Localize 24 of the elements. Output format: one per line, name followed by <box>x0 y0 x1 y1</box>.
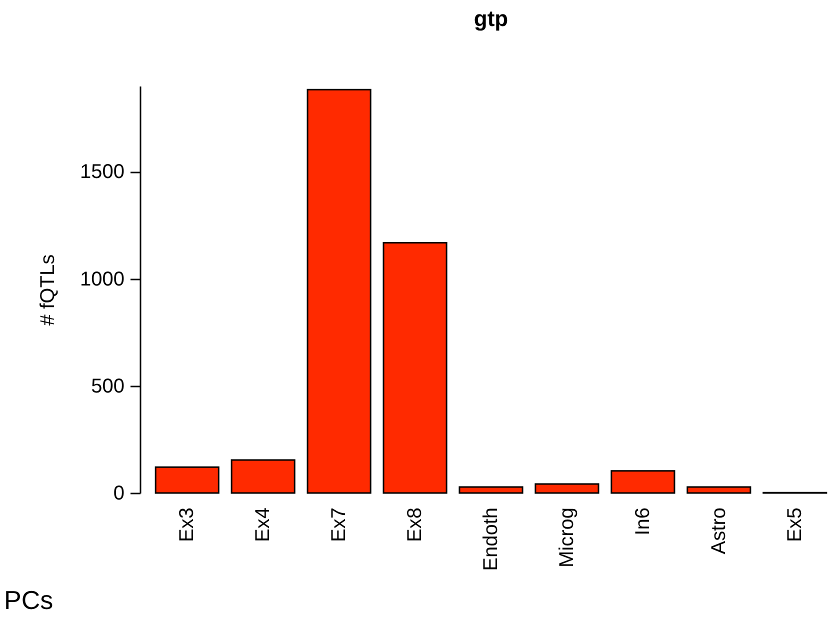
bar <box>382 242 448 494</box>
y-tick-label: 0 <box>113 482 124 504</box>
y-tick-label: 500 <box>91 375 124 398</box>
x-tick-label: Ex7 <box>328 508 350 542</box>
x-tick-label: Astro <box>708 508 730 554</box>
bar <box>458 486 524 494</box>
y-axis-title: # fQTLs <box>37 254 60 326</box>
x-tick-label: In6 <box>632 508 654 536</box>
x-tick-label: Ex8 <box>404 508 426 542</box>
y-tick-label: 1000 <box>80 268 124 290</box>
x-tick-label: Ex4 <box>252 508 274 542</box>
x-tick-label: Ex5 <box>784 508 806 542</box>
bar <box>306 88 372 494</box>
bar <box>534 483 600 494</box>
x-tick-label: Ex3 <box>176 508 198 542</box>
text: PCs <box>4 585 54 616</box>
bar <box>154 466 220 494</box>
bar <box>610 470 676 494</box>
chart-title: gtp <box>474 6 508 31</box>
bar <box>686 486 752 494</box>
y-tick-label: 1500 <box>80 161 124 184</box>
x-tick-label: Microg <box>556 508 578 568</box>
x-tick-label: Endoth <box>480 508 502 571</box>
bar <box>230 459 296 494</box>
